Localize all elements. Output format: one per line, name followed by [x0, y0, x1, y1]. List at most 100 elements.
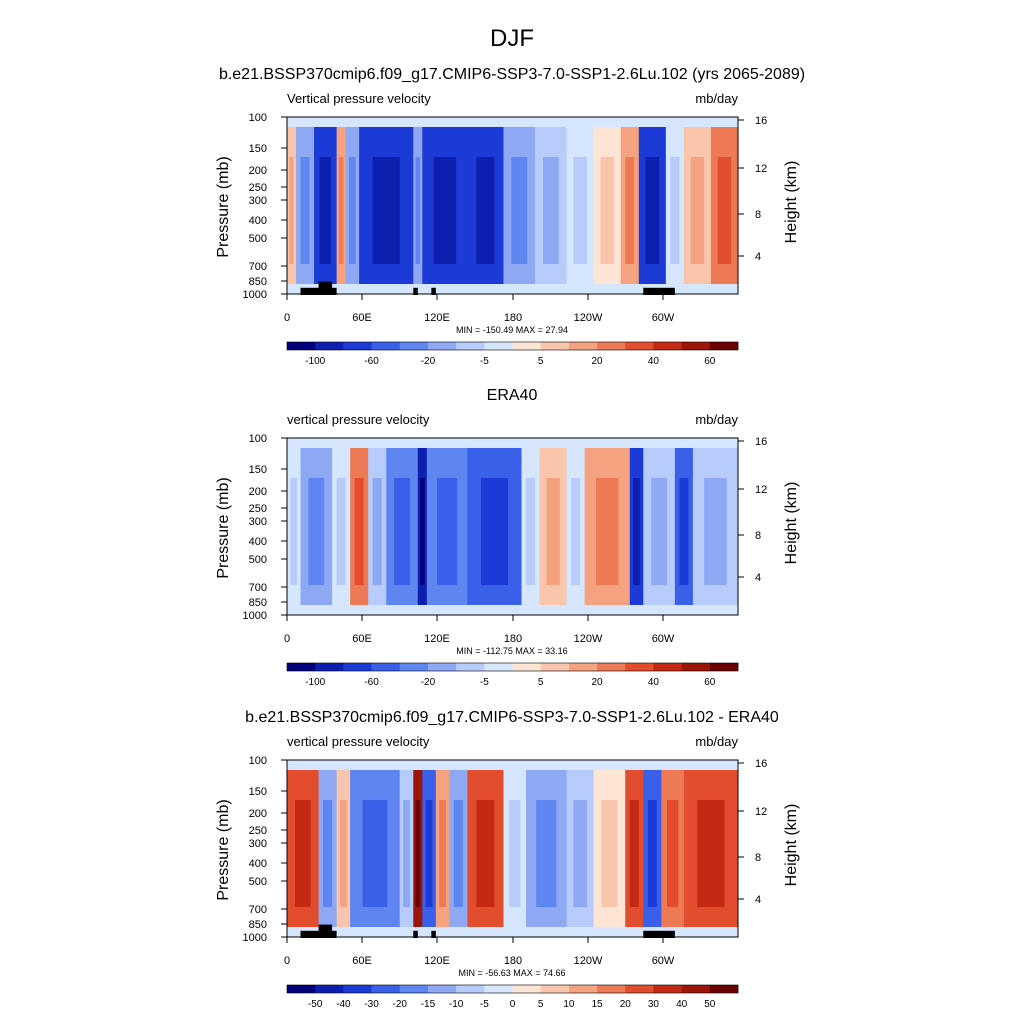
y-right-tick-label: 8 — [755, 852, 761, 864]
y-tick-label: 300 — [249, 195, 267, 207]
x-tick-label: 180 — [504, 955, 522, 967]
field-core — [372, 157, 400, 264]
colorbar-swatch — [427, 985, 457, 993]
colorbar-swatch — [371, 342, 401, 350]
colorbar-swatch — [484, 342, 513, 350]
colorbar-swatch — [484, 985, 513, 993]
colorbar-label: 20 — [620, 999, 632, 1010]
colorbar-label: -5 — [480, 677, 489, 688]
field-core — [542, 157, 559, 264]
field-core — [651, 478, 667, 585]
land-mask — [643, 930, 675, 938]
y-tick-label: 100 — [249, 112, 267, 124]
colorbar-swatch — [484, 663, 513, 671]
colorbar-label: -20 — [421, 356, 436, 367]
y-right-axis-label: Height (km) — [783, 482, 800, 565]
land-mask — [413, 930, 418, 938]
colorbar-label: -60 — [364, 677, 379, 688]
land-mask — [318, 281, 333, 289]
x-tick-label: 120W — [574, 955, 603, 967]
colorbar-frame — [286, 984, 739, 994]
x-tick-label: 120W — [574, 633, 603, 645]
colorbar-label: 5 — [538, 677, 544, 688]
land-mask — [431, 287, 436, 295]
panel-title: ERA40 — [487, 387, 538, 404]
y-tick-label: 300 — [249, 838, 267, 850]
y-right-tick-label: 8 — [755, 530, 761, 542]
colorbar-label: 50 — [704, 999, 716, 1010]
y-tick-label: 200 — [249, 808, 267, 820]
field-core — [323, 800, 333, 907]
y-right-tick-label: 16 — [755, 436, 767, 448]
field-core — [679, 478, 689, 585]
colorbar-label: -5 — [480, 999, 489, 1010]
y-right-tick-label: 4 — [755, 894, 761, 906]
field-core — [480, 478, 508, 585]
field-core — [625, 157, 635, 264]
colorbar-swatch — [597, 985, 626, 993]
field-core — [415, 157, 421, 264]
colorbar-label: -60 — [364, 356, 379, 367]
land-mask — [413, 287, 418, 295]
y-right-tick-label: 4 — [755, 251, 761, 263]
y-tick-label: 700 — [249, 261, 267, 273]
colorbar-swatch — [315, 342, 344, 350]
y-right-tick-label: 12 — [755, 484, 767, 496]
y-right-tick-label: 16 — [755, 115, 767, 127]
colorbar-label: 60 — [704, 356, 716, 367]
field-core — [666, 800, 679, 907]
y-tick-label: 500 — [249, 876, 267, 888]
colorbar-swatch — [625, 985, 654, 993]
field-core — [629, 800, 639, 907]
y-tick-label: 1000 — [243, 932, 267, 944]
land-mask — [300, 287, 337, 295]
variable-label: vertical pressure velocity — [287, 734, 430, 749]
x-tick-label: 0 — [284, 955, 290, 967]
field-core — [300, 157, 310, 264]
field-core — [526, 478, 536, 585]
colorbar-label: -5 — [480, 356, 489, 367]
colorbar-swatch — [540, 985, 570, 993]
colorbar-label: 40 — [648, 356, 660, 367]
field-core — [647, 800, 657, 907]
y-tick-label: 200 — [249, 486, 267, 498]
panel-title: b.e21.BSSP370cmip6.f09_g17.CMIP6-SSP3-7.… — [245, 709, 779, 726]
x-tick-label: 120E — [424, 312, 450, 324]
y-right-tick-label: 12 — [755, 806, 767, 818]
y-tick-label: 150 — [249, 786, 267, 798]
field-core — [571, 478, 581, 585]
field-core — [573, 157, 587, 264]
field-core — [476, 800, 495, 907]
colorbar-swatch — [315, 985, 344, 993]
colorbar-swatch — [287, 985, 316, 993]
y-tick-label: 1000 — [243, 610, 267, 622]
colorbar-swatch — [287, 342, 316, 350]
x-tick-label: 120E — [424, 955, 450, 967]
colorbar-frame — [286, 662, 739, 672]
field-core — [433, 157, 457, 264]
colorbar-label: 40 — [676, 999, 688, 1010]
colorbar-label: 20 — [592, 356, 604, 367]
y-right-axis-label: Height (km) — [783, 804, 800, 887]
colorbar-swatch — [399, 342, 429, 350]
y-tick-label: 400 — [249, 858, 267, 870]
colorbar-swatch — [427, 663, 457, 671]
colorbar-label: -100 — [305, 356, 325, 367]
y-tick-label: 100 — [249, 433, 267, 445]
x-tick-label: 60W — [652, 955, 675, 967]
field-core — [601, 800, 618, 907]
colorbar-label: -30 — [364, 999, 379, 1010]
y-tick-label: 400 — [249, 215, 267, 227]
field-core — [476, 157, 495, 264]
y-axis-label: Pressure (mb) — [215, 799, 232, 900]
variable-label: vertical pressure velocity — [287, 412, 430, 427]
colorbar-swatch — [568, 985, 598, 993]
field-core — [308, 478, 325, 585]
field-core — [415, 800, 421, 907]
x-tick-label: 120E — [424, 633, 450, 645]
field-core — [511, 157, 528, 264]
y-axis-label: Pressure (mb) — [215, 156, 232, 257]
field-core — [704, 478, 727, 585]
y-tick-label: 100 — [249, 755, 267, 767]
colorbar-swatch — [681, 985, 711, 993]
